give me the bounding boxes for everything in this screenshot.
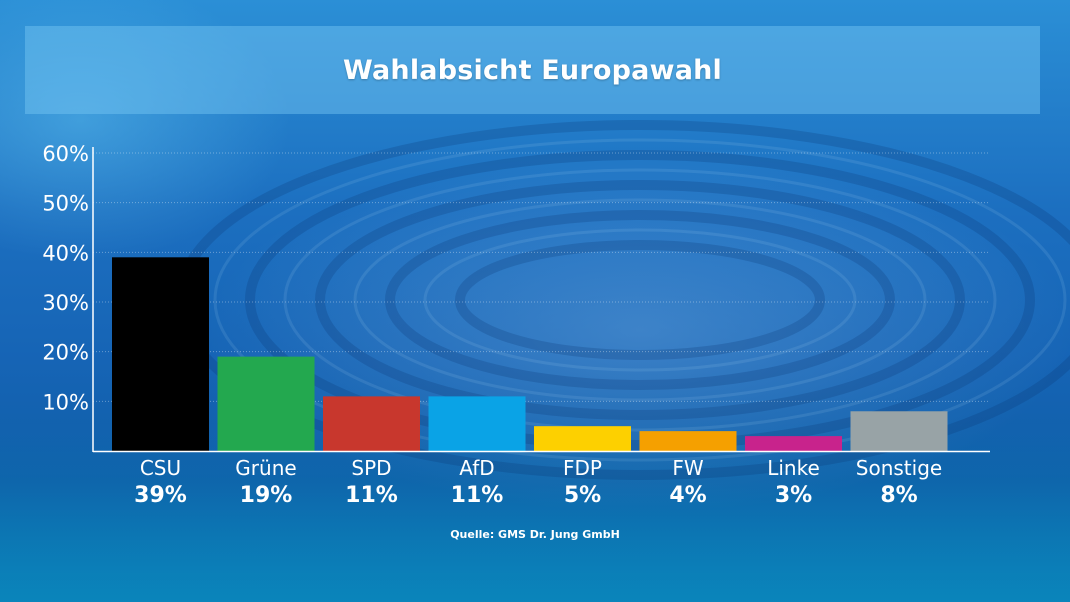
category-label: AfD	[459, 456, 494, 480]
y-tick-label: 50%	[42, 192, 89, 216]
y-tick-label: 60%	[42, 142, 89, 166]
value-label: 11%	[451, 483, 504, 508]
category-label: SPD	[351, 456, 391, 480]
title-banner: Wahlabsicht Europawahl	[25, 26, 1040, 114]
bar-spd	[323, 396, 420, 451]
bar-linke	[745, 436, 842, 451]
y-tick-label: 10%	[42, 390, 89, 414]
bar-fdp	[534, 426, 631, 451]
bar-afd	[428, 396, 526, 451]
bar-fw	[639, 431, 737, 451]
chart-title: Wahlabsicht Europawahl	[342, 54, 723, 86]
value-label: 4%	[669, 483, 706, 508]
category-label: Sonstige	[856, 456, 942, 480]
value-label: 11%	[345, 483, 398, 508]
y-tick-label: 20%	[42, 341, 89, 365]
category-label: FW	[672, 456, 704, 480]
category-label: Linke	[767, 456, 820, 480]
bar-sonstige	[850, 411, 948, 451]
value-label: 5%	[564, 483, 601, 508]
source-note: Quelle: GMS Dr. Jung GmbH	[450, 528, 620, 541]
bar-csu	[112, 257, 209, 451]
value-label: 39%	[134, 483, 187, 508]
y-tick-label: 40%	[42, 241, 89, 265]
bar-grüne	[217, 356, 315, 451]
value-label: 3%	[775, 483, 812, 508]
value-label: 19%	[240, 483, 293, 508]
value-label: 8%	[880, 483, 917, 508]
category-label: FDP	[563, 456, 602, 480]
category-label: CSU	[140, 456, 181, 480]
y-tick-label: 30%	[42, 291, 89, 315]
category-label: Grüne	[235, 456, 296, 480]
